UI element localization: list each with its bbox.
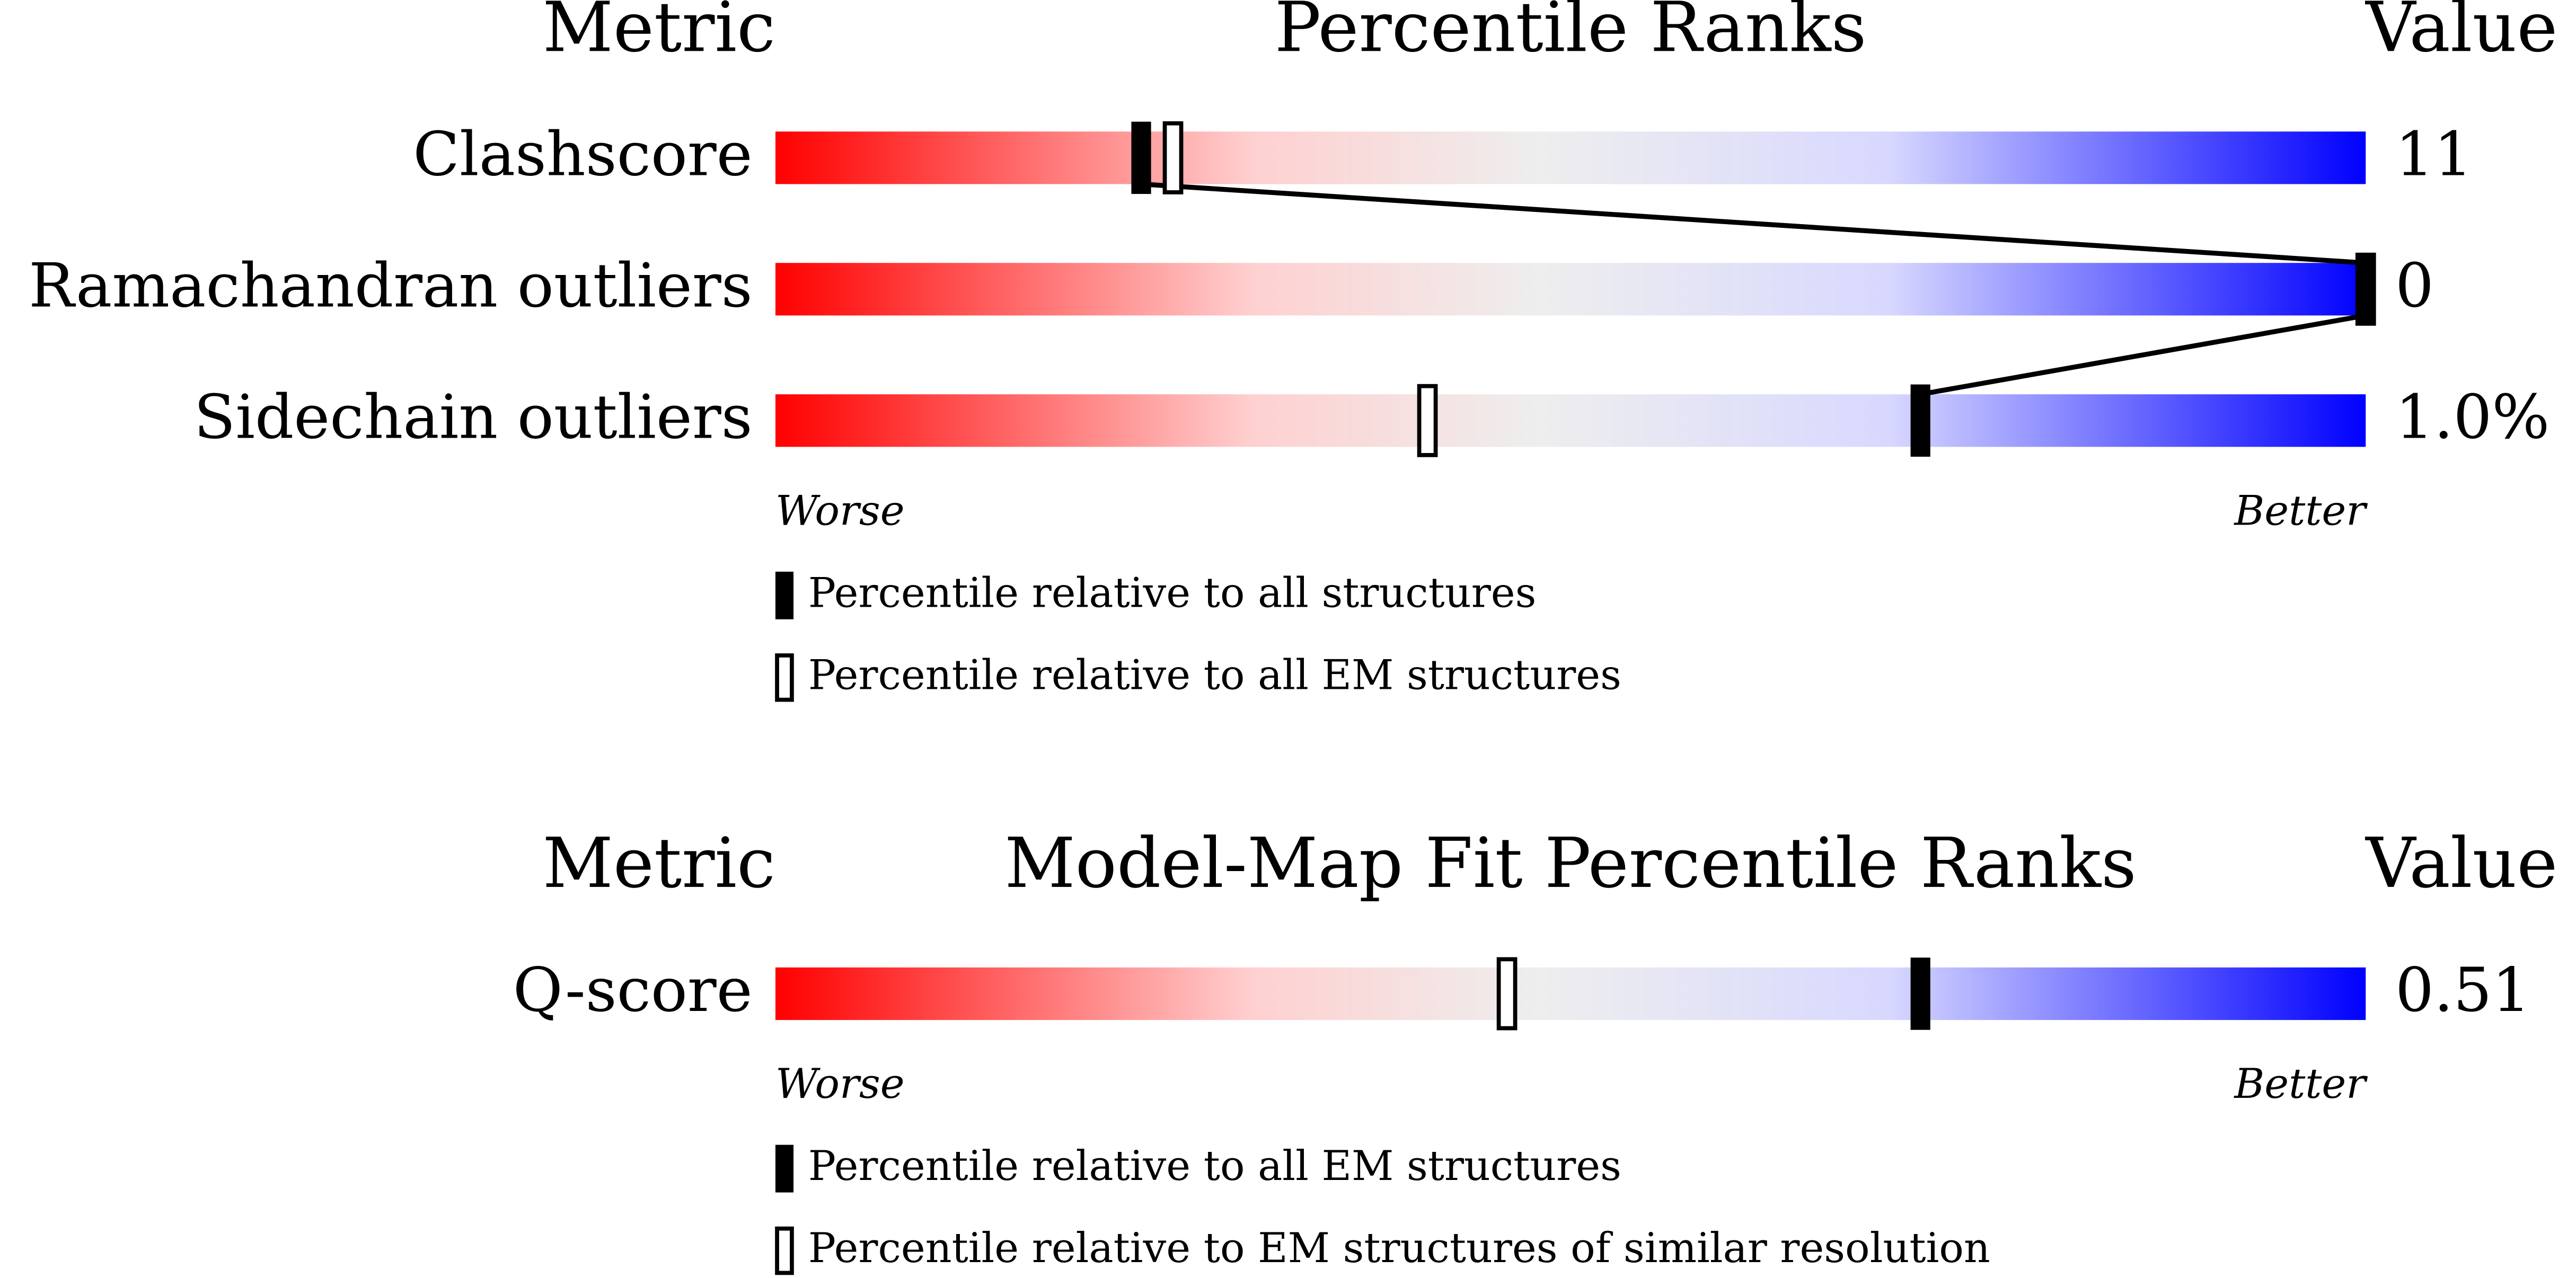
metric-header: Metric xyxy=(543,0,775,67)
metric-label: Sidechain outliers xyxy=(194,382,753,452)
percentile-marker-open xyxy=(1496,957,1518,1031)
percentile-bar xyxy=(775,967,2366,1020)
chart-title: Percentile Ranks xyxy=(1275,0,1867,67)
percentile-marker-filled xyxy=(1910,957,1930,1030)
metric-label: Ramachandran outliers xyxy=(29,251,752,321)
metric-value: 0 xyxy=(2395,251,2434,321)
connector-line xyxy=(1141,181,2366,265)
metric-label: Q-score xyxy=(513,955,753,1026)
better-label: Better xyxy=(2233,487,2368,535)
percentile-marker-filled xyxy=(1910,384,1930,457)
value-header: Value xyxy=(2365,0,2557,67)
metric-value: 0.51 xyxy=(2395,955,2530,1026)
metric-label: Clashscore xyxy=(413,119,752,190)
chart-title: Model-Map Fit Percentile Ranks xyxy=(1004,823,2137,903)
legend-label: Percentile relative to all EM structures xyxy=(808,1142,1621,1190)
legend-swatch-filled xyxy=(775,1144,794,1193)
legend-swatch-filled xyxy=(775,571,794,619)
legend-label: Percentile relative to EM structures of … xyxy=(808,1224,1990,1272)
percentile-marker-open xyxy=(1162,121,1184,194)
value-header: Value xyxy=(2365,823,2557,903)
metric-value: 1.0% xyxy=(2395,382,2549,452)
percentile-bar xyxy=(775,394,2366,447)
metric-value: 11 xyxy=(2395,119,2473,190)
legend-label: Percentile relative to all structures xyxy=(808,569,1536,617)
percentile-marker-filled xyxy=(1131,121,1151,194)
legend-swatch-open xyxy=(775,653,794,702)
legend-swatch-open xyxy=(775,1226,794,1275)
percentile-bar xyxy=(775,131,2366,184)
percentile-bar xyxy=(775,263,2366,316)
worse-label: Worse xyxy=(775,1060,905,1108)
percentile-marker-open xyxy=(1417,384,1438,457)
worse-label: Worse xyxy=(775,487,905,535)
percentile-marker-filled xyxy=(2356,253,2376,325)
better-label: Better xyxy=(2233,1060,2368,1108)
legend-label: Percentile relative to all EM structures xyxy=(808,651,1621,699)
connector-line xyxy=(1920,313,2367,397)
metric-header: Metric xyxy=(543,823,775,903)
